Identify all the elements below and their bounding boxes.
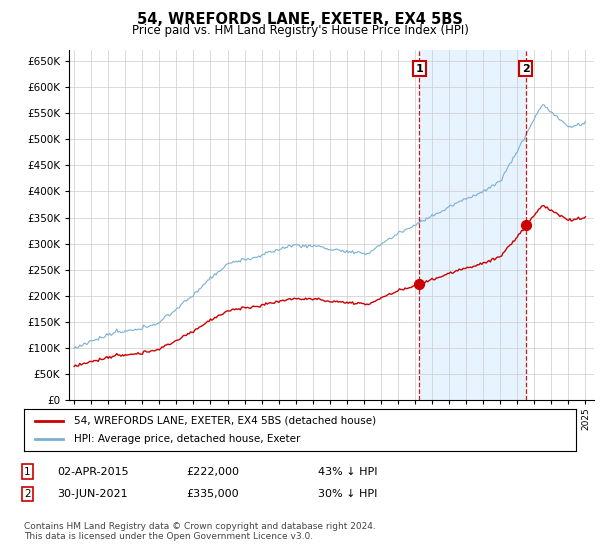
Text: 1: 1 <box>415 64 423 74</box>
Text: 02-APR-2015: 02-APR-2015 <box>57 466 128 477</box>
Text: 1: 1 <box>24 466 31 477</box>
Text: £335,000: £335,000 <box>186 489 239 499</box>
Text: 2: 2 <box>522 64 530 74</box>
Text: 2: 2 <box>24 489 31 499</box>
Text: Price paid vs. HM Land Registry's House Price Index (HPI): Price paid vs. HM Land Registry's House … <box>131 24 469 36</box>
Text: 54, WREFORDS LANE, EXETER, EX4 5BS (detached house): 54, WREFORDS LANE, EXETER, EX4 5BS (deta… <box>74 416 376 426</box>
Text: Contains HM Land Registry data © Crown copyright and database right 2024.
This d: Contains HM Land Registry data © Crown c… <box>24 522 376 542</box>
Text: £222,000: £222,000 <box>186 466 239 477</box>
Text: 43% ↓ HPI: 43% ↓ HPI <box>318 466 377 477</box>
Point <box>415 280 424 289</box>
Text: 30-JUN-2021: 30-JUN-2021 <box>57 489 128 499</box>
Text: 54, WREFORDS LANE, EXETER, EX4 5BS: 54, WREFORDS LANE, EXETER, EX4 5BS <box>137 12 463 27</box>
Point <box>521 221 530 230</box>
Text: 30% ↓ HPI: 30% ↓ HPI <box>318 489 377 499</box>
Bar <box>419 50 526 400</box>
Text: HPI: Average price, detached house, Exeter: HPI: Average price, detached house, Exet… <box>74 434 300 444</box>
